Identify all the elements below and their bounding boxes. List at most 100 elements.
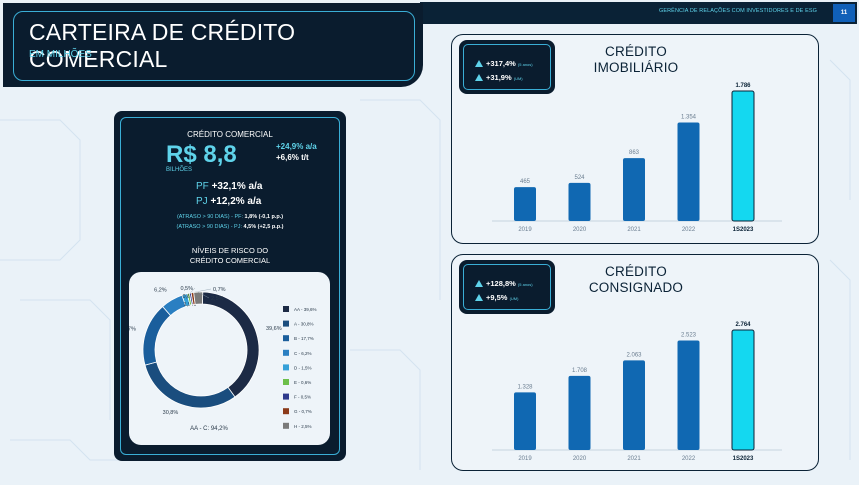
donut-slice-label: 0,7% xyxy=(213,287,226,293)
consignado-bar-chart: 1.328 2019 1.708 2020 2.063 2021 2.523 2022 2.76… xyxy=(492,322,782,462)
bar-value-label: 1.708 xyxy=(572,368,588,374)
bar-value-label: 2.764 xyxy=(735,322,751,328)
donut-center-label: AA - C: 94,2% xyxy=(190,426,228,432)
section-label: GERÊNCIA DE RELAÇÕES COM INVESTIDORES E … xyxy=(658,8,817,14)
donut-slice-label: 17,7% xyxy=(129,326,136,332)
legend-swatch xyxy=(283,422,289,429)
category-label: 2019 xyxy=(518,227,532,233)
up-triangle-icon xyxy=(475,280,483,287)
consignado-badge: +128,8% (5 anos) +9,5% (UM) xyxy=(459,260,555,314)
page-number: 11 xyxy=(833,4,855,22)
atraso-pf-label: (ATRASO > 90 DIAS) - PF: xyxy=(176,214,244,220)
bar-value-label: 2.523 xyxy=(681,332,697,338)
imobiliario-title: CRÉDITO IMOBILIÁRIO xyxy=(593,44,679,75)
leader-line xyxy=(198,291,210,299)
legend-swatch xyxy=(283,320,289,327)
donut-slice-label: 2,5% xyxy=(211,296,224,302)
title-box: CARTEIRA DE CRÉDITO COMERCIAL EM MILHÕES xyxy=(3,3,423,87)
risk-title-2: CRÉDITO COMERCIAL xyxy=(189,256,271,265)
legend-label: G - 0,7% xyxy=(294,409,312,414)
top-strip: GERÊNCIA DE RELAÇÕES COM INVESTIDORES E … xyxy=(420,2,857,24)
risk-donut-chart: 39,6%30,8%17,7%6,2%1,5%0,6%0,5%0,7%2,5%A… xyxy=(120,286,316,432)
consignado-growth-5y: +128,8% xyxy=(486,279,516,288)
category-label: 1S2023 xyxy=(733,227,754,233)
donut-slice-label: 30,8% xyxy=(163,410,179,416)
risk-donut-card: 39,6%30,8%17,7%6,2%1,5%0,6%0,5%0,7%2,5%A… xyxy=(120,272,330,445)
bar-2020 xyxy=(568,182,591,221)
imobiliario-badge: +317,4% (5 anos) +31,9% (UM) xyxy=(459,40,555,94)
donut-slice-1 xyxy=(144,361,236,409)
atraso-pf: (ATRASO > 90 DIAS) - PF: 1,8% (-0,1 p.p.… xyxy=(114,214,346,220)
pj-growth: PJ +12,2% a/a xyxy=(196,196,261,207)
consignado-growth-um-note: (UM) xyxy=(509,296,519,301)
imobiliario-growth-um: +31,9% xyxy=(486,73,512,82)
bar-value-label: 1.354 xyxy=(681,114,697,120)
legend-label: F - 0,5% xyxy=(294,395,311,400)
consignado-badge-row-1: +128,8% (5 anos) xyxy=(475,279,533,288)
legend-label: E - 0,6% xyxy=(294,380,311,385)
legend-swatch xyxy=(283,364,289,371)
imobiliario-bar-chart: 465 2019 524 2020 863 2021 1.354 2022 1.786 1S202… xyxy=(492,83,782,233)
category-label: 2021 xyxy=(627,456,641,462)
consignado-badge-row-2: +9,5% (UM) xyxy=(475,293,518,302)
summary-growth-yoy: +24,9% a/a xyxy=(276,142,317,151)
legend-swatch xyxy=(283,335,289,342)
bar-value-label: 863 xyxy=(629,150,640,156)
summary-frame xyxy=(120,117,340,455)
imobiliario-growth-5y: +317,4% xyxy=(486,59,516,68)
bar-2022 xyxy=(677,122,700,221)
imobiliario-badge-row-2: +31,9% (UM) xyxy=(475,73,523,82)
consignado-badge-frame xyxy=(463,264,551,310)
legend-swatch xyxy=(283,393,289,400)
imobiliario-badge-row-1: +317,4% (5 anos) xyxy=(475,59,533,68)
category-label: 2021 xyxy=(627,227,641,233)
bar-1S2023 xyxy=(731,329,755,451)
bar-value-label: 2.063 xyxy=(626,352,642,358)
imobiliario-badge-frame xyxy=(463,44,551,90)
up-triangle-icon xyxy=(475,294,483,301)
donut-slice-label: 39,6% xyxy=(266,326,282,332)
bar-value-label: 1.786 xyxy=(735,83,751,89)
atraso-pf-value: 1,8% (-0,1 p.p.) xyxy=(244,214,284,220)
consignado-growth-um: +9,5% xyxy=(486,293,508,302)
pj-label: PJ xyxy=(196,196,208,207)
summary-growth-qoq: +6,6% t/t xyxy=(276,153,309,162)
legend-swatch xyxy=(283,349,289,356)
bar-2022 xyxy=(677,340,700,450)
legend-label: H - 2,5% xyxy=(294,424,312,429)
legend-swatch xyxy=(283,379,289,385)
pj-value: +12,2% a/a xyxy=(210,196,262,207)
donut-slice-8 xyxy=(193,291,204,305)
leader-line xyxy=(190,287,196,294)
legend-label: A - 30,8% xyxy=(294,322,314,327)
category-label: 2022 xyxy=(682,227,696,233)
bar-2021 xyxy=(623,360,645,450)
bar-1S2023 xyxy=(731,90,755,222)
category-label: 2020 xyxy=(573,456,587,462)
category-label: 2022 xyxy=(682,456,696,462)
atraso-pj-label: (ATRASO > 90 DIAS) - PJ: xyxy=(176,224,243,230)
legend-swatch xyxy=(283,408,289,415)
title-frame xyxy=(13,11,415,81)
imobiliario-card: +317,4% (5 anos) +31,9% (UM) CRÉDITO IMO… xyxy=(451,34,819,244)
summary-unit: BILHÕES xyxy=(166,167,193,173)
donut-slice-2 xyxy=(142,305,172,366)
category-label: 2019 xyxy=(518,456,532,462)
category-label: 1S2023 xyxy=(733,456,754,462)
donut-slice-0 xyxy=(201,291,260,398)
risk-title-1: NÍVEIS DE RISCO DO xyxy=(191,246,269,255)
bar-2021 xyxy=(623,158,645,221)
bar-value-label: 465 xyxy=(520,179,531,185)
legend-label: B - 17,7% xyxy=(294,336,314,341)
bar-2020 xyxy=(568,375,591,450)
pf-value: +32,1% a/a xyxy=(211,181,263,192)
donut-slice-label: 6,2% xyxy=(154,287,167,293)
up-triangle-icon xyxy=(475,60,483,67)
page-subtitle: EM MILHÕES xyxy=(29,49,92,60)
legend-swatch xyxy=(283,306,289,312)
pf-label: PF xyxy=(196,181,209,192)
atraso-pj-value: 4,5% (+2,5 p.p.) xyxy=(243,224,284,230)
bar-2019 xyxy=(514,187,536,221)
donut-slice-label: 0,5% xyxy=(180,286,193,292)
